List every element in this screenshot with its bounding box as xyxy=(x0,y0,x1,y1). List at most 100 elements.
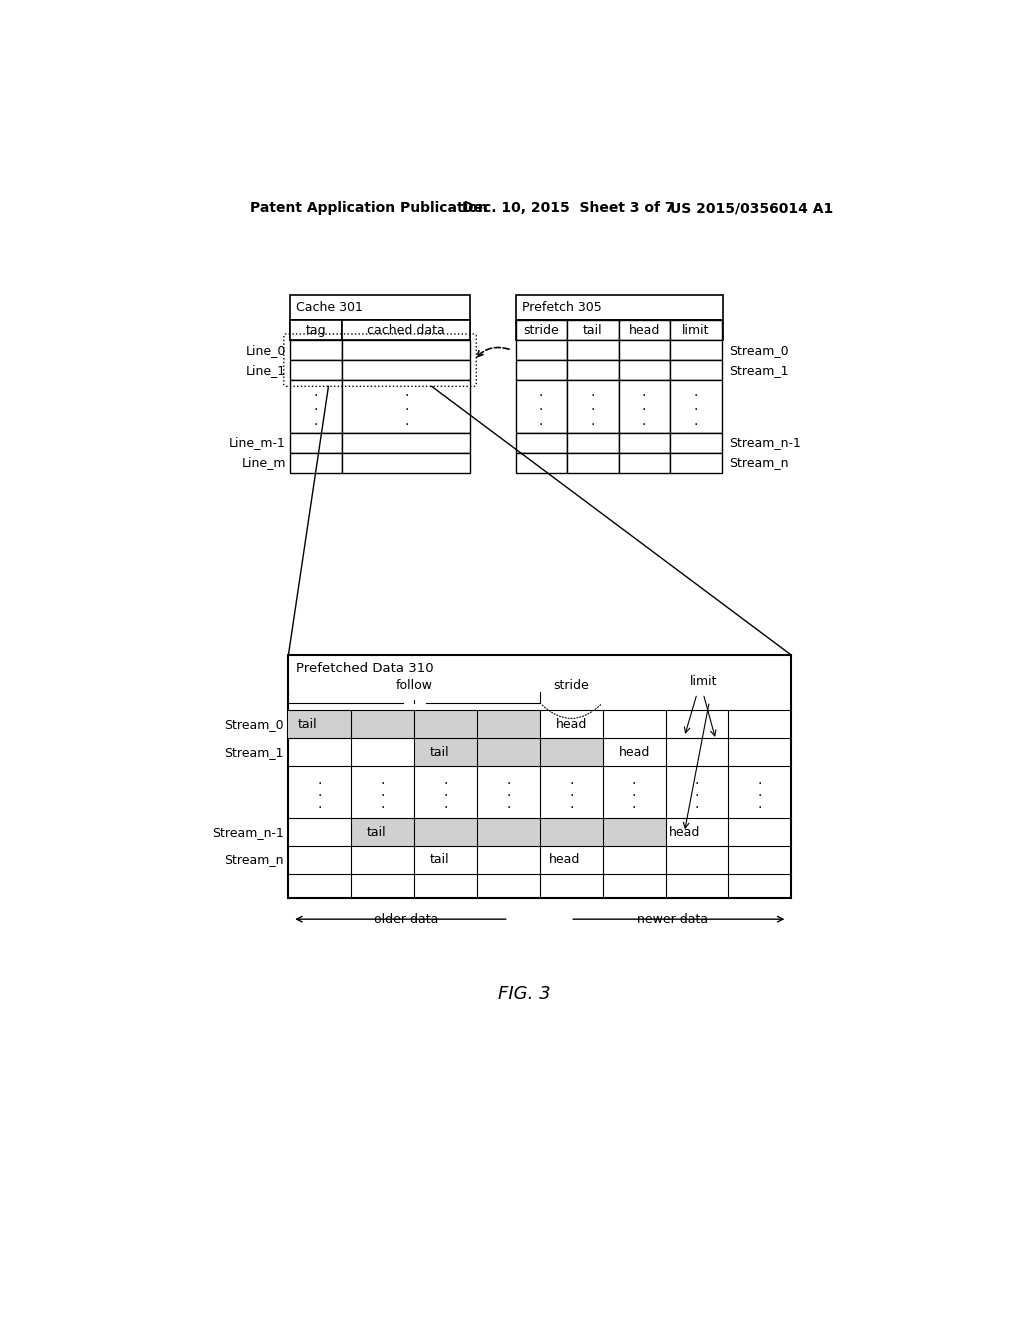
Bar xyxy=(289,655,792,898)
Text: Prefetched Data 310: Prefetched Data 310 xyxy=(296,663,434,676)
Text: Stream_0: Stream_0 xyxy=(730,343,790,356)
Bar xyxy=(290,380,342,433)
Text: .: . xyxy=(569,772,573,787)
Text: .: . xyxy=(694,797,699,812)
Text: .: . xyxy=(314,384,318,399)
Text: .: . xyxy=(569,785,573,799)
Bar xyxy=(515,321,567,341)
Text: .: . xyxy=(381,797,385,812)
Text: .: . xyxy=(632,785,636,799)
Text: .: . xyxy=(591,414,595,428)
Text: Prefetch 305: Prefetch 305 xyxy=(521,301,601,314)
Text: .: . xyxy=(693,414,698,428)
Text: .: . xyxy=(404,414,409,428)
Bar xyxy=(290,321,470,341)
Bar xyxy=(618,380,671,433)
Bar xyxy=(290,360,342,380)
Text: .: . xyxy=(632,772,636,787)
Text: .: . xyxy=(569,797,573,812)
Text: .: . xyxy=(632,797,636,812)
Text: .: . xyxy=(443,797,447,812)
Text: .: . xyxy=(591,400,595,413)
Text: .: . xyxy=(758,785,762,799)
Bar xyxy=(618,433,671,453)
Bar xyxy=(618,341,671,360)
Text: .: . xyxy=(404,384,409,399)
Text: .: . xyxy=(642,414,646,428)
Text: .: . xyxy=(317,785,322,799)
Text: .: . xyxy=(539,384,543,399)
Bar xyxy=(290,433,342,453)
Bar xyxy=(567,433,618,453)
Text: .: . xyxy=(591,384,595,399)
Text: Stream_n: Stream_n xyxy=(224,853,284,866)
Text: Stream_0: Stream_0 xyxy=(224,718,284,731)
Bar xyxy=(290,453,342,473)
Text: older data: older data xyxy=(374,912,438,925)
Bar xyxy=(671,321,722,341)
Text: FIG. 3: FIG. 3 xyxy=(499,985,551,1003)
Bar xyxy=(342,321,470,341)
Text: Line_0: Line_0 xyxy=(246,343,286,356)
Bar xyxy=(671,341,722,360)
Text: tail: tail xyxy=(429,746,450,759)
Bar xyxy=(567,341,618,360)
Text: tail: tail xyxy=(367,825,386,838)
Text: .: . xyxy=(506,785,511,799)
Text: Stream_n-1: Stream_n-1 xyxy=(212,825,284,838)
Bar xyxy=(290,341,342,360)
Text: .: . xyxy=(317,772,322,787)
Text: .: . xyxy=(694,772,699,787)
Text: .: . xyxy=(404,400,409,413)
Text: .: . xyxy=(758,772,762,787)
Bar xyxy=(515,321,724,341)
Bar xyxy=(342,360,470,380)
Text: tail: tail xyxy=(297,718,317,731)
Bar xyxy=(567,360,618,380)
Text: tail: tail xyxy=(429,853,450,866)
Bar xyxy=(567,380,618,433)
Bar xyxy=(515,453,567,473)
Text: .: . xyxy=(506,797,511,812)
Text: .: . xyxy=(317,797,322,812)
Text: .: . xyxy=(539,400,543,413)
Bar xyxy=(515,296,724,321)
Bar xyxy=(351,818,666,846)
Text: .: . xyxy=(443,772,447,787)
Text: newer data: newer data xyxy=(637,912,709,925)
Text: .: . xyxy=(694,785,699,799)
Bar xyxy=(671,433,722,453)
Bar xyxy=(515,380,567,433)
Text: Patent Application Publication: Patent Application Publication xyxy=(250,202,487,215)
Text: .: . xyxy=(693,384,698,399)
Bar xyxy=(342,453,470,473)
Bar xyxy=(618,321,671,341)
Text: limit: limit xyxy=(689,675,717,688)
Bar xyxy=(342,433,470,453)
Text: Stream_1: Stream_1 xyxy=(730,363,790,376)
Text: tag: tag xyxy=(306,323,327,337)
Bar xyxy=(515,360,567,380)
Bar xyxy=(671,360,722,380)
Bar xyxy=(290,296,470,321)
Bar xyxy=(414,738,603,766)
Text: limit: limit xyxy=(682,323,710,337)
Bar xyxy=(618,360,671,380)
Bar xyxy=(567,321,618,341)
Bar xyxy=(671,453,722,473)
Text: US 2015/0356014 A1: US 2015/0356014 A1 xyxy=(670,202,833,215)
Bar xyxy=(290,321,342,341)
Text: stride: stride xyxy=(523,323,559,337)
Text: Stream_n-1: Stream_n-1 xyxy=(730,436,802,449)
Bar xyxy=(671,380,722,433)
Text: stride: stride xyxy=(553,680,589,693)
Text: .: . xyxy=(381,785,385,799)
Text: Line_1: Line_1 xyxy=(246,363,286,376)
Text: Line_m: Line_m xyxy=(242,455,286,469)
Text: Cache 301: Cache 301 xyxy=(296,301,362,314)
Text: .: . xyxy=(314,400,318,413)
Text: .: . xyxy=(539,414,543,428)
Text: .: . xyxy=(443,785,447,799)
Text: .: . xyxy=(693,400,698,413)
Text: head: head xyxy=(556,718,587,731)
